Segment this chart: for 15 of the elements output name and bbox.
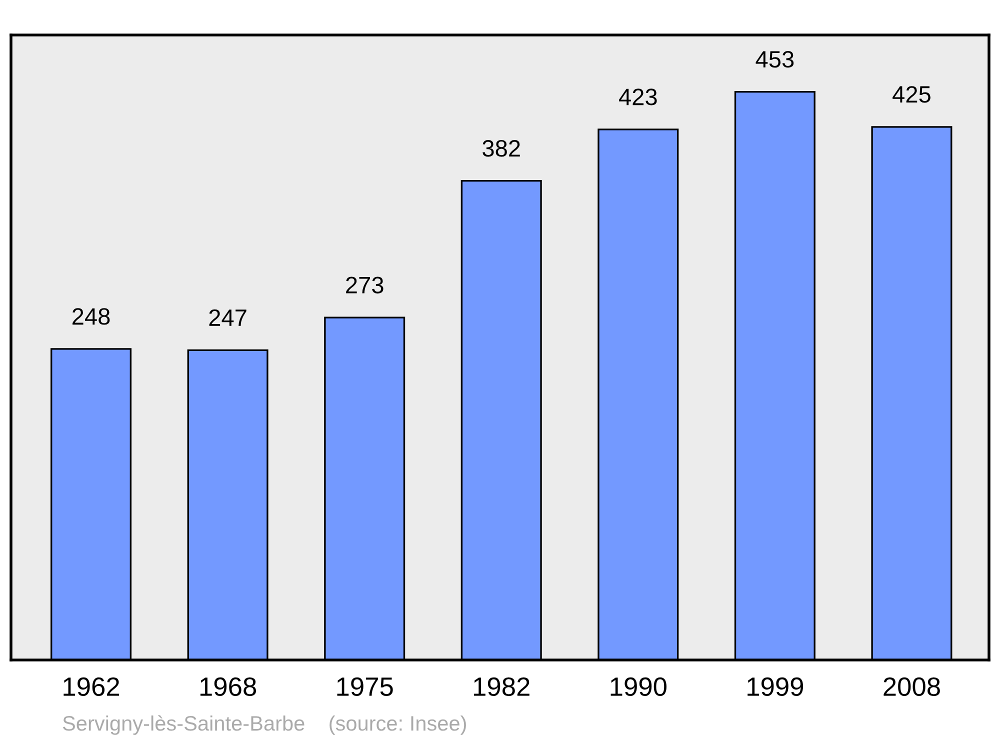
data-label: 273 <box>346 276 384 294</box>
data-label: 248 <box>72 308 110 325</box>
x-tick-label: 1975 <box>337 677 393 696</box>
data-label: 423 <box>619 88 657 106</box>
data-label: 425 <box>892 86 930 103</box>
x-tick-label: 1999 <box>748 677 804 696</box>
x-tick-label: 1962 <box>64 677 120 696</box>
x-tick-label: 1982 <box>474 677 530 696</box>
data-label: 453 <box>756 50 794 68</box>
text: Servigny-lès-Sainte-Barbe (source: Insee) <box>62 715 466 735</box>
x-tick-label: 1990 <box>610 677 666 696</box>
x-tick-label: 1968 <box>200 677 256 696</box>
data-label: 247 <box>209 309 246 326</box>
x-tick-label: 2008 <box>884 677 940 696</box>
data-label: 382 <box>482 140 520 157</box>
